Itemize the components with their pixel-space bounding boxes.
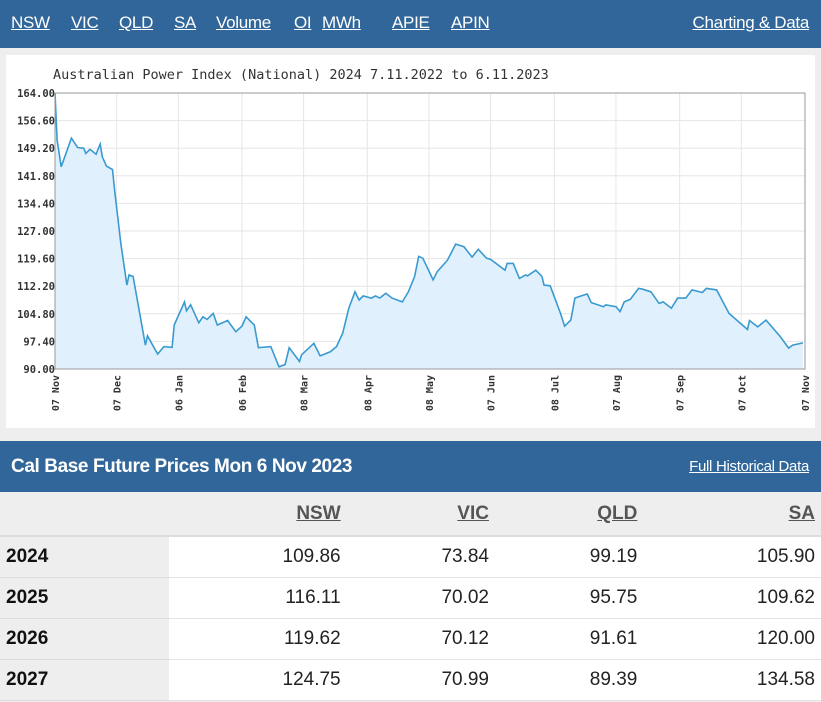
y-tick-label: 156.60 — [17, 116, 55, 128]
nav-qld[interactable]: QLD — [119, 13, 154, 32]
col-sa-link[interactable]: SA — [788, 502, 815, 524]
table-row: 2027 124.75 70.99 89.39 134.58 — [0, 659, 821, 701]
x-tick-label: 08 Mar — [300, 375, 311, 411]
price-cell: 124.75 — [169, 659, 347, 701]
price-cell: 109.62 — [643, 577, 821, 619]
nav-oi[interactable]: OI — [294, 13, 312, 32]
y-tick-label: 112.20 — [17, 281, 55, 293]
nav-sa[interactable]: SA — [174, 13, 197, 32]
x-tick-label: 07 Sep — [676, 375, 687, 411]
price-cell: 119.62 — [169, 618, 347, 660]
power-index-chart: Australian Power Index (National) 2024 7… — [17, 67, 812, 411]
price-cell: 99.19 — [494, 536, 644, 578]
price-cell: 89.39 — [494, 659, 644, 701]
y-tick-label: 104.80 — [17, 309, 55, 321]
nav-mwh[interactable]: MWh — [322, 13, 361, 32]
nav-nsw[interactable]: NSW — [11, 13, 50, 32]
area-fill — [55, 93, 803, 369]
year-cell: 2027 — [0, 659, 169, 701]
nav-vic[interactable]: VIC — [71, 13, 99, 32]
price-cell: 70.99 — [346, 659, 495, 701]
col-sa: SA — [643, 492, 821, 537]
x-tick-label: 06 Feb — [238, 375, 249, 411]
price-cell: 70.02 — [346, 577, 495, 619]
y-tick-label: 164.00 — [17, 88, 55, 100]
table-header-row: NSW VIC QLD SA — [0, 492, 821, 537]
x-tick-label: 07 Nov — [801, 375, 812, 411]
table-row: 2024 109.86 73.84 99.19 105.90 — [0, 536, 821, 578]
price-cell: 91.61 — [494, 618, 644, 660]
x-tick-label: 07 Oct — [737, 375, 748, 411]
price-cell: 109.86 — [169, 536, 347, 578]
charting-data-link[interactable]: Charting & Data — [692, 13, 810, 32]
x-tick-label: 07 Aug — [612, 375, 623, 411]
x-tick-label: 08 Apr — [363, 375, 374, 411]
price-cell: 120.00 — [643, 618, 821, 660]
x-tick-label: 06 Jan — [174, 375, 185, 411]
col-qld: QLD — [494, 492, 644, 537]
x-tick-label: 07 Jun — [487, 375, 498, 411]
col-vic: VIC — [346, 492, 495, 537]
section-title: Cal Base Future Prices Mon 6 Nov 2023 — [11, 456, 353, 477]
price-cell: 95.75 — [494, 577, 644, 619]
x-tick-label: 07 Nov — [51, 375, 62, 411]
col-qld-link[interactable]: QLD — [597, 502, 638, 524]
y-tick-label: 119.60 — [17, 254, 55, 266]
year-cell: 2026 — [0, 618, 169, 660]
y-tick-label: 149.20 — [17, 143, 55, 155]
y-tick-label: 97.40 — [23, 336, 55, 348]
chart-title: Australian Power Index (National) 2024 7… — [53, 67, 549, 83]
x-tick-label: 07 Dec — [113, 375, 124, 411]
year-cell: 2025 — [0, 577, 169, 619]
price-cell: 105.90 — [643, 536, 821, 578]
table-row: 2026 119.62 70.12 91.61 120.00 — [0, 618, 821, 660]
prices-table: NSW VIC QLD SA 2024 109.86 73.84 99.19 105.9… — [0, 492, 821, 701]
price-cell: 73.84 — [346, 536, 495, 578]
nav-volume[interactable]: Volume — [216, 13, 271, 32]
price-cell: 70.12 — [346, 618, 495, 660]
col-vic-link[interactable]: VIC — [457, 502, 489, 524]
plot-border — [54, 92, 806, 370]
price-cell: 116.11 — [169, 577, 347, 619]
y-tick-label: 134.40 — [17, 198, 55, 210]
nav-apin[interactable]: APIN — [451, 13, 490, 32]
col-nsw-link[interactable]: NSW — [296, 502, 341, 524]
top-nav: NSW VIC QLD SA Volume OI MWh APIE APIN C… — [0, 0, 821, 48]
year-cell: 2024 — [0, 536, 169, 578]
section-header: Cal Base Future Prices Mon 6 Nov 2023 Fu… — [0, 441, 821, 492]
price-cell: 134.58 — [643, 659, 821, 701]
corner-cell — [0, 492, 169, 537]
table-row: 2025 116.11 70.02 95.75 109.62 — [0, 577, 821, 619]
y-tick-label: 127.00 — [17, 226, 55, 238]
y-tick-label: 141.80 — [17, 171, 55, 183]
y-tick-label: 90.00 — [23, 364, 55, 376]
series-line — [54, 92, 804, 368]
x-tick-label: 08 May — [425, 375, 436, 411]
col-nsw: NSW — [169, 492, 347, 537]
nav-apie[interactable]: APIE — [392, 13, 430, 32]
x-tick-label: 08 Jul — [550, 375, 561, 411]
full-historical-data-link[interactable]: Full Historical Data — [689, 458, 809, 475]
